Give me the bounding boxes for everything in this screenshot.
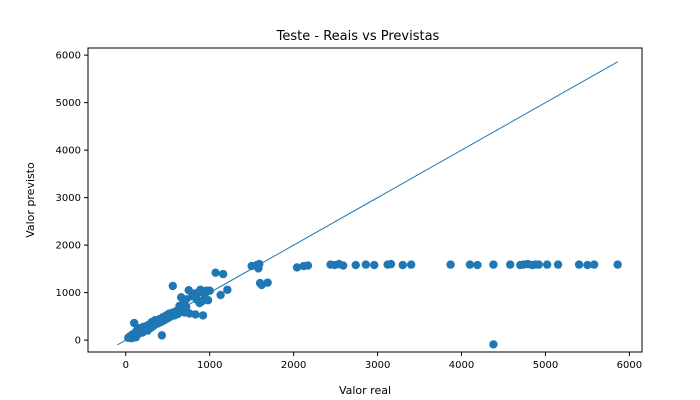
data-point xyxy=(211,268,220,277)
data-point xyxy=(406,260,416,269)
y-axis-ticks: 0 1000 2000 3000 4000 5000 6000 xyxy=(56,51,88,347)
data-point xyxy=(129,318,139,328)
y-tick-label: 6000 xyxy=(56,51,81,62)
data-point xyxy=(168,281,177,291)
reference-line-layer xyxy=(117,61,618,346)
y-tick-label: 1000 xyxy=(56,288,81,299)
data-point xyxy=(255,259,264,269)
y-axis-label: Valor previsto xyxy=(24,162,37,238)
data-point xyxy=(386,259,396,269)
data-point xyxy=(157,331,167,340)
data-point xyxy=(553,260,563,269)
x-tick-label: 4000 xyxy=(449,360,474,371)
x-tick-label: 1000 xyxy=(197,360,222,371)
y-tick-label: 0 xyxy=(75,336,81,347)
data-point xyxy=(398,260,407,270)
data-point xyxy=(263,278,272,287)
x-tick-label: 5000 xyxy=(533,360,558,371)
data-point xyxy=(205,286,214,295)
data-point xyxy=(198,311,208,320)
data-point xyxy=(583,260,592,270)
data-point xyxy=(303,261,313,270)
data-point xyxy=(216,290,225,300)
data-point xyxy=(489,260,498,269)
data-point xyxy=(218,269,228,279)
data-point xyxy=(203,296,213,305)
reference-line xyxy=(117,61,618,346)
y-tick-label: 3000 xyxy=(56,193,81,204)
data-point xyxy=(370,260,379,270)
data-point xyxy=(446,260,455,269)
x-axis-ticks: 0 1000 2000 3000 4000 5000 6000 xyxy=(123,352,642,371)
data-point xyxy=(589,260,599,269)
y-tick-label: 4000 xyxy=(56,146,81,157)
data-point xyxy=(542,260,552,269)
x-tick-label: 3000 xyxy=(365,360,390,371)
data-point xyxy=(534,260,543,269)
plot-area-frame xyxy=(87,47,643,353)
chart-title: Teste - Reais vs Previstas xyxy=(276,29,440,44)
data-point xyxy=(473,260,482,270)
points-layer xyxy=(124,259,622,349)
x-tick-label: 2000 xyxy=(281,360,306,371)
data-point xyxy=(351,260,360,270)
data-point xyxy=(361,260,371,269)
data-point xyxy=(613,260,622,269)
data-point xyxy=(506,260,515,269)
y-tick-label: 5000 xyxy=(56,98,81,109)
data-point xyxy=(292,263,302,272)
x-tick-label: 0 xyxy=(123,360,129,371)
data-point xyxy=(338,261,348,270)
data-point xyxy=(465,260,475,269)
x-tick-label: 6000 xyxy=(617,360,642,371)
data-point xyxy=(191,310,200,319)
data-point xyxy=(223,285,232,294)
data-point xyxy=(574,260,584,269)
x-axis-label: Valor real xyxy=(339,384,391,397)
data-point xyxy=(489,340,498,349)
y-tick-label: 2000 xyxy=(56,241,81,252)
